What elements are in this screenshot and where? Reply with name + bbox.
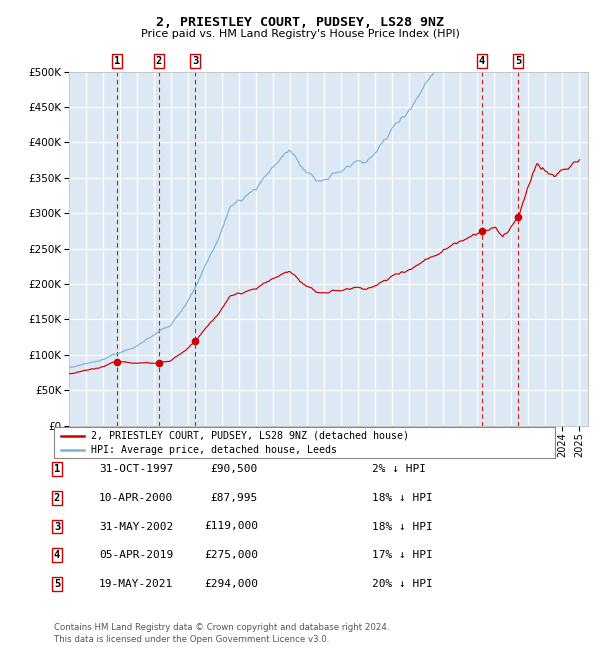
Text: 20% ↓ HPI: 20% ↓ HPI bbox=[372, 578, 433, 589]
Text: £294,000: £294,000 bbox=[204, 578, 258, 589]
Text: £119,000: £119,000 bbox=[204, 521, 258, 532]
Text: 18% ↓ HPI: 18% ↓ HPI bbox=[372, 521, 433, 532]
Text: 2, PRIESTLEY COURT, PUDSEY, LS28 9NZ (detached house): 2, PRIESTLEY COURT, PUDSEY, LS28 9NZ (de… bbox=[91, 431, 409, 441]
Text: 2, PRIESTLEY COURT, PUDSEY, LS28 9NZ: 2, PRIESTLEY COURT, PUDSEY, LS28 9NZ bbox=[156, 16, 444, 29]
Text: Price paid vs. HM Land Registry's House Price Index (HPI): Price paid vs. HM Land Registry's House … bbox=[140, 29, 460, 39]
Text: 5: 5 bbox=[54, 578, 60, 589]
Text: 2% ↓ HPI: 2% ↓ HPI bbox=[372, 464, 426, 474]
Text: £87,995: £87,995 bbox=[211, 493, 258, 503]
Text: 4: 4 bbox=[479, 56, 485, 66]
Text: £90,500: £90,500 bbox=[211, 464, 258, 474]
Text: 2: 2 bbox=[54, 493, 60, 503]
Text: 31-MAY-2002: 31-MAY-2002 bbox=[99, 521, 173, 532]
Text: 10-APR-2000: 10-APR-2000 bbox=[99, 493, 173, 503]
Text: 18% ↓ HPI: 18% ↓ HPI bbox=[372, 493, 433, 503]
Text: 5: 5 bbox=[515, 56, 521, 66]
Text: 4: 4 bbox=[54, 550, 60, 560]
Text: 05-APR-2019: 05-APR-2019 bbox=[99, 550, 173, 560]
Text: £275,000: £275,000 bbox=[204, 550, 258, 560]
Text: Contains HM Land Registry data © Crown copyright and database right 2024.: Contains HM Land Registry data © Crown c… bbox=[54, 623, 389, 632]
Text: 19-MAY-2021: 19-MAY-2021 bbox=[99, 578, 173, 589]
Text: 17% ↓ HPI: 17% ↓ HPI bbox=[372, 550, 433, 560]
Text: 1: 1 bbox=[114, 56, 120, 66]
Text: 2: 2 bbox=[155, 56, 162, 66]
Text: 3: 3 bbox=[54, 521, 60, 532]
Text: HPI: Average price, detached house, Leeds: HPI: Average price, detached house, Leed… bbox=[91, 445, 337, 454]
Text: This data is licensed under the Open Government Licence v3.0.: This data is licensed under the Open Gov… bbox=[54, 634, 329, 644]
Text: 31-OCT-1997: 31-OCT-1997 bbox=[99, 464, 173, 474]
Text: 1: 1 bbox=[54, 464, 60, 474]
Text: 3: 3 bbox=[192, 56, 198, 66]
